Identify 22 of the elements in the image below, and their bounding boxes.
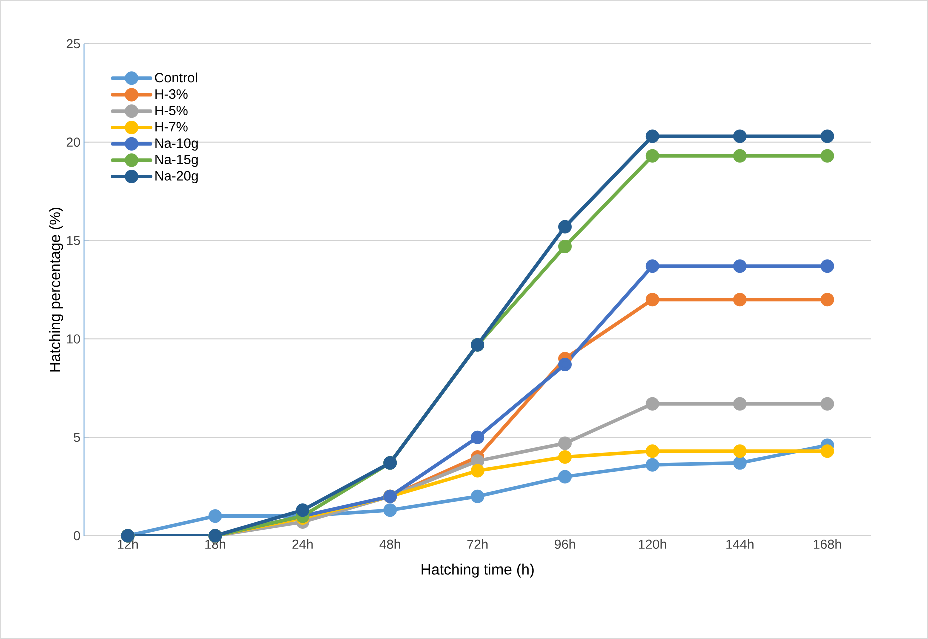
- legend-label: Control: [155, 72, 198, 83]
- y-tick-label: 15: [67, 236, 80, 246]
- legend-label: Na-10g: [156, 138, 198, 151]
- y-tick-label: 20: [66, 138, 80, 147]
- x-tick-label: 48h: [380, 540, 400, 550]
- y-tick-label: 5: [74, 433, 80, 442]
- x-tick-label: 144h: [726, 540, 754, 549]
- y-tick-label: 25: [66, 39, 80, 49]
- legend-label: H-3%: [156, 90, 188, 100]
- x-tick-label: 96h: [554, 540, 576, 550]
- y-tick-label: 10: [67, 334, 80, 344]
- x-tick-label: 24h: [292, 540, 313, 549]
- x-tick-label: 168h: [814, 540, 842, 550]
- y-tick-label: 0: [74, 531, 80, 541]
- legend-label: H-5%: [156, 106, 188, 116]
- legend-label: Na-20g: [156, 171, 198, 184]
- x-tick-label: 72h: [468, 540, 488, 549]
- legend-label: H-7%: [156, 122, 188, 132]
- x-axis-title: Hatching time (h): [422, 564, 534, 578]
- legend-label: Na-15g: [156, 155, 198, 168]
- y-axis-title: Hatching percentage (%): [49, 208, 64, 372]
- x-tick-label: 120h: [639, 540, 666, 550]
